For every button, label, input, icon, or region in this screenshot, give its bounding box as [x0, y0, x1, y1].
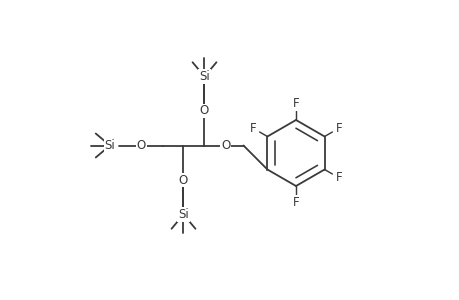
Text: O: O — [179, 173, 188, 187]
Text: O: O — [137, 139, 146, 152]
Text: F: F — [292, 196, 299, 209]
Text: Si: Si — [199, 70, 209, 83]
Text: O: O — [200, 104, 209, 118]
Text: F: F — [335, 122, 341, 135]
Text: O: O — [220, 139, 230, 152]
Text: Si: Si — [178, 208, 189, 221]
Text: F: F — [292, 97, 299, 110]
Text: Si: Si — [104, 139, 115, 152]
Text: F: F — [249, 122, 256, 135]
Text: F: F — [335, 171, 341, 184]
